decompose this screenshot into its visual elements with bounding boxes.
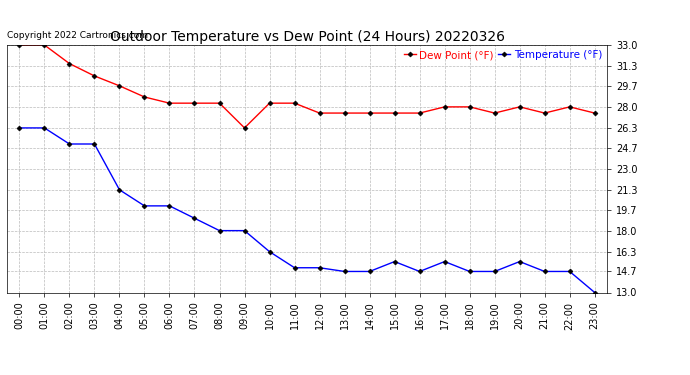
Temperature (°F)	[315, 266, 324, 270]
Temperature (°F)	[440, 260, 449, 264]
Dew Point (°F)	[240, 126, 248, 130]
Text: Copyright 2022 Cartronics.com: Copyright 2022 Cartronics.com	[7, 31, 148, 40]
Dew Point (°F)	[415, 111, 424, 116]
Temperature (°F)	[591, 290, 599, 295]
Temperature (°F)	[290, 266, 299, 270]
Temperature (°F)	[166, 204, 174, 208]
Temperature (°F)	[515, 260, 524, 264]
Temperature (°F)	[391, 260, 399, 264]
Temperature (°F)	[66, 142, 74, 146]
Dew Point (°F)	[140, 95, 148, 99]
Legend: Dew Point (°F), Temperature (°F): Dew Point (°F), Temperature (°F)	[404, 50, 602, 60]
Dew Point (°F)	[40, 43, 48, 47]
Temperature (°F)	[90, 142, 99, 146]
Dew Point (°F)	[190, 101, 199, 105]
Temperature (°F)	[366, 269, 374, 274]
Temperature (°F)	[266, 249, 274, 254]
Dew Point (°F)	[591, 111, 599, 116]
Dew Point (°F)	[315, 111, 324, 116]
Dew Point (°F)	[215, 101, 224, 105]
Dew Point (°F)	[540, 111, 549, 116]
Dew Point (°F)	[266, 101, 274, 105]
Temperature (°F)	[340, 269, 348, 274]
Temperature (°F)	[240, 228, 248, 233]
Dew Point (°F)	[491, 111, 499, 116]
Temperature (°F)	[40, 126, 48, 130]
Dew Point (°F)	[440, 105, 449, 109]
Temperature (°F)	[140, 204, 148, 208]
Line: Temperature (°F): Temperature (°F)	[18, 126, 596, 294]
Temperature (°F)	[466, 269, 474, 274]
Temperature (°F)	[491, 269, 499, 274]
Dew Point (°F)	[15, 43, 23, 47]
Temperature (°F)	[190, 216, 199, 220]
Dew Point (°F)	[466, 105, 474, 109]
Dew Point (°F)	[66, 61, 74, 66]
Temperature (°F)	[215, 228, 224, 233]
Temperature (°F)	[540, 269, 549, 274]
Temperature (°F)	[566, 269, 574, 274]
Dew Point (°F)	[166, 101, 174, 105]
Dew Point (°F)	[366, 111, 374, 116]
Temperature (°F)	[415, 269, 424, 274]
Dew Point (°F)	[90, 74, 99, 78]
Temperature (°F)	[15, 126, 23, 130]
Temperature (°F)	[115, 188, 124, 192]
Title: Outdoor Temperature vs Dew Point (24 Hours) 20220326: Outdoor Temperature vs Dew Point (24 Hou…	[110, 30, 504, 44]
Line: Dew Point (°F): Dew Point (°F)	[18, 43, 596, 130]
Dew Point (°F)	[115, 84, 124, 88]
Dew Point (°F)	[391, 111, 399, 116]
Dew Point (°F)	[290, 101, 299, 105]
Dew Point (°F)	[340, 111, 348, 116]
Dew Point (°F)	[566, 105, 574, 109]
Dew Point (°F)	[515, 105, 524, 109]
